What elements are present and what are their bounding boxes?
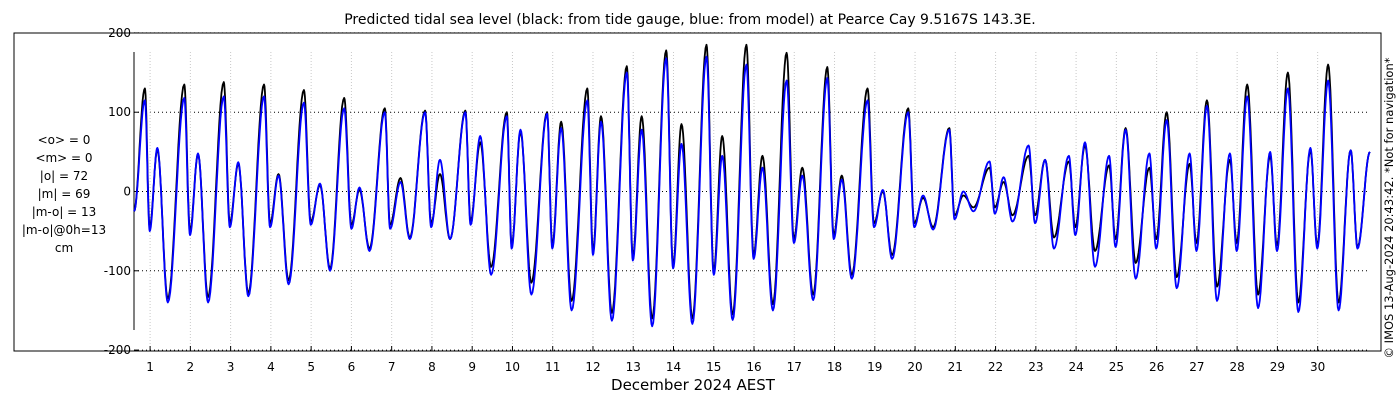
- x-tick-label: 4: [267, 360, 275, 374]
- stat-abs-model: |m| = 69: [38, 187, 91, 201]
- x-tick-label: 10: [505, 360, 520, 374]
- x-tick-label: 20: [907, 360, 922, 374]
- x-tick-label: 22: [988, 360, 1003, 374]
- x-tick-label: 25: [1109, 360, 1124, 374]
- x-tick-label: 17: [787, 360, 802, 374]
- y-tick-label: 100: [108, 105, 131, 119]
- x-tick-label: 27: [1189, 360, 1204, 374]
- statistics-panel: <o> = 0 <m> = 0 |o| = 72 |m| = 69 |m-o| …: [22, 133, 106, 255]
- x-tick-label: 14: [666, 360, 681, 374]
- x-tick-label: 11: [545, 360, 560, 374]
- x-tick-label: 12: [585, 360, 600, 374]
- stat-abs-observed: |o| = 72: [40, 169, 88, 183]
- x-ticks: 1 2 3 4 5 6 7 8 9 10 11 12 13 14 15 16 17 18 19 20 21 22 23 24 2…: [146, 346, 1325, 374]
- series-line-model: [133, 55, 1371, 328]
- x-tick-label: 29: [1270, 360, 1285, 374]
- series-line-tide-gauge: [133, 43, 1371, 320]
- y-tick-label: -100: [104, 264, 131, 278]
- x-tick-label: 8: [428, 360, 436, 374]
- stat-mean-observed: <o> = 0: [38, 133, 91, 147]
- x-tick-label: 6: [348, 360, 356, 374]
- x-tick-label: 9: [468, 360, 476, 374]
- x-tick-label: 16: [746, 360, 761, 374]
- x-tick-label: 1: [146, 360, 154, 374]
- stat-abs-diff-0h: |m-o|@0h=13: [22, 223, 106, 237]
- x-tick-label: 21: [948, 360, 963, 374]
- x-tick-label: 5: [307, 360, 315, 374]
- x-tick-label: 19: [867, 360, 882, 374]
- y-tick-label: 200: [108, 26, 131, 40]
- chart-title: Predicted tidal sea level (black: from t…: [344, 12, 1036, 28]
- y-tick-label: -200: [104, 343, 131, 357]
- x-tick-label: 28: [1229, 360, 1244, 374]
- x-tick-label: 18: [827, 360, 842, 374]
- x-tick-label: 15: [706, 360, 721, 374]
- x-tick-label: 3: [227, 360, 235, 374]
- x-axis-label: December 2024 AEST: [611, 376, 776, 394]
- x-tick-label: 30: [1310, 360, 1325, 374]
- stat-mean-model: <m> = 0: [35, 151, 92, 165]
- y-ticks: -200 -100 0 100 200: [104, 26, 139, 357]
- figure-frame: [13, 32, 1382, 352]
- x-tick-label: 2: [187, 360, 195, 374]
- y-tick-label: 0: [123, 185, 131, 199]
- x-tick-label: 26: [1149, 360, 1164, 374]
- stat-abs-diff: |m-o| = 13: [32, 205, 97, 219]
- x-tick-label: 23: [1028, 360, 1043, 374]
- x-tick-label: 7: [388, 360, 396, 374]
- series-lines: [133, 43, 1371, 328]
- credit-text: © IMOS 13-Aug-2024 20:43:42. *Not for na…: [1382, 57, 1396, 358]
- stat-units: cm: [55, 241, 73, 255]
- x-tick-label: 13: [626, 360, 641, 374]
- grid: [134, 32, 1370, 351]
- x-tick-label: 24: [1068, 360, 1083, 374]
